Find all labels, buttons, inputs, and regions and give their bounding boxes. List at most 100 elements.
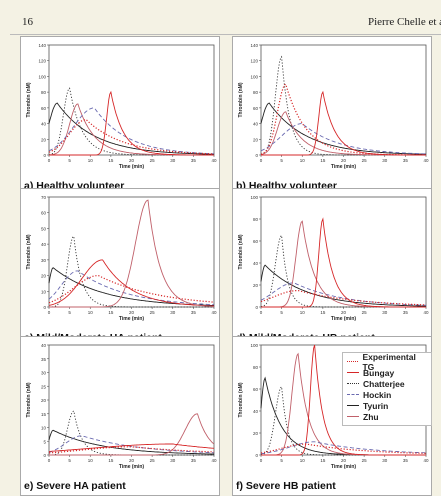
x-axis-label: Time (min): [119, 164, 145, 170]
chart-c-plot: 0 10 20 30 40 50 60 70 0 5 10 15 20 25 30 35 40 Time (min…: [26, 195, 217, 322]
y-tick-label: 80: [41, 90, 47, 95]
chart-panel-e: 0 5 10 15 20 25 30 35 40 0 5 10 15 20 25 30 35 40 Time (mi…: [20, 336, 220, 496]
x-tick-label: 10: [300, 458, 306, 463]
x-tick-label: 30: [382, 310, 388, 315]
y-axis-label: Thrombin (nM): [26, 382, 32, 417]
y-axis-label: Thrombin (nM): [26, 82, 32, 117]
x-tick-label: 40: [423, 310, 429, 315]
legend-label: Zhu: [363, 411, 379, 422]
x-tick-label: 40: [211, 158, 217, 163]
x-tick-label: 25: [150, 158, 156, 163]
series-line-chatterjee: [49, 235, 214, 308]
y-tick-label: 40: [41, 343, 47, 348]
x-tick-label: 40: [423, 458, 429, 463]
y-tick-label: 20: [253, 137, 259, 142]
legend-swatch: [347, 394, 359, 395]
plot-frame: [260, 44, 427, 156]
x-axis-label: Time (min): [331, 316, 357, 322]
y-tick-label: 100: [250, 195, 258, 200]
series-line-bungay: [49, 90, 214, 156]
x-tick-label: 5: [68, 458, 71, 463]
series-line-zhu: [261, 220, 426, 308]
y-tick-label: 100: [250, 74, 258, 79]
chart-panel-a: 0 20 40 60 80 100 120 140 0 5 10 15 20 25 30 35 40 Time (…: [20, 36, 220, 196]
y-tick-label: 140: [250, 43, 258, 48]
series-line-chatterjee: [260, 234, 426, 308]
x-tick-label: 15: [108, 458, 114, 463]
x-tick-label: 40: [211, 458, 217, 463]
y-tick-label: 0: [255, 453, 258, 458]
series-line-experimental-tg: [49, 446, 215, 454]
x-tick-label: 5: [68, 310, 71, 315]
chart-e-caption: e) Severe HA patient: [24, 480, 126, 492]
x-tick-label: 0: [48, 458, 51, 463]
y-tick-label: 120: [250, 59, 258, 64]
series-line-bungay: [261, 217, 426, 308]
y-tick-label: 80: [253, 365, 259, 370]
series-line-tyurin: [48, 102, 214, 155]
x-tick-label: 5: [68, 158, 71, 163]
y-tick-label: 80: [253, 217, 259, 222]
x-tick-label: 30: [170, 158, 176, 163]
y-tick-label: 120: [38, 59, 46, 64]
x-tick-label: 25: [150, 458, 156, 463]
x-tick-label: 20: [129, 310, 135, 315]
y-tick-label: 80: [253, 90, 259, 95]
running-head: Pierre Chelle et al: [368, 16, 441, 28]
x-tick-label: 20: [341, 158, 347, 163]
x-tick-label: 0: [48, 310, 51, 315]
series-line-tyurin: [260, 264, 427, 307]
y-axis-label: Thrombin (nM): [238, 82, 244, 117]
x-tick-label: 40: [423, 158, 429, 163]
x-axis-label: Time (min): [331, 164, 357, 170]
y-tick-label: 40: [253, 122, 259, 127]
y-axis-label: Thrombin (nM): [238, 234, 244, 269]
series-line-tyurin: [48, 429, 214, 455]
series-line-zhu: [260, 111, 426, 156]
y-tick-label: 0: [43, 453, 46, 458]
chart-f-plot: 0 20 40 60 80 100 0 5 10 15 20 25 30 35 40 Time (min) Th…: [238, 343, 429, 470]
legend-swatch: [347, 416, 359, 417]
legend-swatch: [347, 383, 359, 384]
x-tick-label: 10: [88, 458, 94, 463]
series-line-experimental-tg: [260, 443, 426, 455]
x-tick-label: 25: [362, 458, 368, 463]
series-line-hockin: [48, 435, 214, 454]
series-line-chatterjee: [49, 410, 214, 456]
y-tick-label: 20: [253, 431, 259, 436]
x-tick-label: 35: [403, 158, 409, 163]
series-line-hockin: [260, 282, 426, 306]
x-tick-label: 30: [170, 310, 176, 315]
y-tick-label: 140: [38, 43, 46, 48]
legend-label: Chatterjee: [363, 378, 405, 389]
x-axis-label: Time (min): [331, 464, 357, 470]
series-line-hockin: [260, 123, 427, 155]
legend-item-tyurin: Tyurin: [347, 400, 427, 411]
series-line-bungay: [261, 90, 426, 156]
chart-f-caption: f) Severe HB patient: [236, 480, 336, 492]
y-tick-label: 5: [43, 439, 46, 444]
x-tick-label: 15: [320, 458, 326, 463]
series-line-chatterjee: [48, 87, 214, 156]
y-tick-label: 20: [41, 398, 47, 403]
y-tick-label: 40: [41, 122, 47, 127]
y-tick-label: 0: [43, 153, 46, 158]
y-tick-label: 30: [41, 371, 47, 376]
chart-a-plot: 0 20 40 60 80 100 120 140 0 5 10 15 20 25 30 35 40 Time (…: [26, 43, 217, 170]
y-tick-label: 20: [41, 274, 47, 279]
x-tick-label: 30: [382, 458, 388, 463]
x-tick-label: 15: [320, 310, 326, 315]
series-line-tyurin: [260, 102, 426, 155]
y-tick-label: 0: [255, 305, 258, 310]
y-tick-label: 35: [41, 357, 47, 362]
legend-item-bungay: Bungay: [347, 367, 427, 378]
series-line-bungay: [49, 443, 215, 452]
series-line-chatterjee: [260, 385, 426, 456]
page-header: 16 Pierre Chelle et al: [10, 10, 441, 35]
x-tick-label: 10: [300, 158, 306, 163]
y-tick-label: 20: [41, 137, 47, 142]
series-line-experimental-tg: [260, 83, 426, 156]
series-line-tyurin: [48, 267, 215, 306]
x-tick-label: 30: [170, 458, 176, 463]
x-tick-label: 5: [280, 158, 283, 163]
